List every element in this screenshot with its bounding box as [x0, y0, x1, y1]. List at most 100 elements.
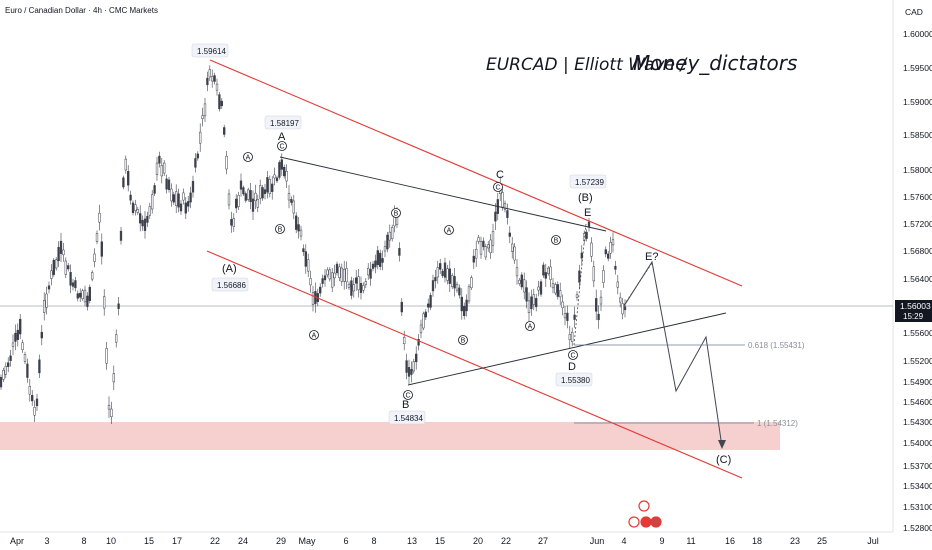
- candle-body: [424, 311, 427, 318]
- candle-body: [597, 313, 600, 321]
- candle-body: [455, 284, 459, 291]
- time-tick-label: 13: [407, 536, 417, 546]
- wave-label-a: A: [278, 131, 286, 143]
- candle-body: [136, 209, 139, 213]
- circled-wave-marker: [568, 350, 578, 360]
- candle-body: [525, 287, 528, 302]
- candle-body: [556, 284, 559, 297]
- price-label-paren-a-text: 1.56686: [217, 281, 246, 290]
- circled-wave-letter: C: [279, 144, 284, 151]
- circled-wave-marker: [243, 152, 253, 162]
- candle-body: [182, 192, 185, 201]
- price-tick-label: 1.54300: [903, 417, 932, 427]
- candle-body: [199, 131, 202, 144]
- candle-body: [271, 183, 274, 192]
- candle-body: [139, 213, 142, 224]
- candle-body: [345, 268, 348, 283]
- events-icons[interactable]: [628, 500, 662, 528]
- candle-body: [187, 201, 190, 207]
- dotted-line-d-e: [573, 223, 587, 346]
- circled-wave-letter: C: [405, 393, 410, 400]
- currency-label: CAD: [905, 7, 923, 17]
- circled-wave-marker: [403, 390, 413, 400]
- time-tick-label: 17: [172, 536, 182, 546]
- candle-body: [434, 277, 437, 282]
- candle-body: [479, 241, 483, 255]
- price-label-paren-a: 1.56686: [211, 277, 249, 292]
- candle-body: [379, 252, 382, 267]
- candle-body: [515, 267, 519, 277]
- candle-body: [482, 240, 485, 248]
- candle-body: [295, 215, 298, 230]
- candle-body: [362, 285, 365, 291]
- candle-body: [81, 290, 84, 299]
- candle-body: [508, 232, 511, 237]
- circled-wave-letter: A: [447, 228, 452, 235]
- event-icon-1[interactable]: [628, 516, 640, 528]
- candle-body: [254, 192, 257, 202]
- circled-wave-letter: B: [554, 238, 559, 245]
- price-label-a: 1.58197: [264, 115, 302, 130]
- candle-body: [213, 75, 216, 82]
- countdown-text: 15:29: [903, 312, 924, 321]
- candle-body: [203, 103, 207, 117]
- candle-body: [321, 278, 324, 284]
- channel-upper-line: [209, 59, 743, 287]
- event-icon-2[interactable]: [640, 516, 652, 528]
- candle-body: [331, 272, 334, 288]
- time-tick-label: 9: [659, 536, 664, 546]
- candle-body: [52, 259, 55, 275]
- event-icon-top[interactable]: [638, 500, 650, 512]
- price-tick-label: 1.58500: [903, 130, 932, 140]
- candle-body: [367, 267, 370, 276]
- candle-body: [559, 290, 562, 298]
- wave-label-c: C: [496, 169, 504, 181]
- candle-body: [599, 296, 603, 305]
- candle-body: [403, 336, 406, 344]
- current-price-text: 1.56003: [900, 301, 931, 311]
- candle-body: [100, 241, 103, 257]
- price-tick-label: 1.56800: [903, 246, 932, 256]
- candle-body: [547, 267, 550, 274]
- candle-body: [146, 215, 149, 223]
- candle-body: [326, 269, 329, 276]
- price-tick-label: 1.52800: [903, 523, 932, 533]
- candle-body: [16, 329, 19, 340]
- candle-body: [177, 193, 180, 208]
- candle-body: [31, 395, 34, 402]
- candle-body: [290, 199, 293, 203]
- candle-body: [614, 266, 617, 270]
- candle-body: [302, 248, 305, 252]
- candle-body: [451, 275, 454, 287]
- price-label-d: 1.55380: [555, 372, 593, 387]
- candle-body: [460, 296, 463, 312]
- candle-body: [50, 270, 53, 279]
- candle-body: [263, 189, 267, 194]
- circled-wave-marker: [525, 321, 535, 331]
- candle-body: [35, 398, 39, 407]
- candle-body: [458, 287, 461, 296]
- price-tick-label: 1.56400: [903, 274, 932, 284]
- candle-body: [544, 272, 547, 279]
- price-tick-label: 1.57600: [903, 192, 932, 202]
- candle-body: [273, 174, 276, 179]
- event-icon-3[interactable]: [650, 516, 662, 528]
- candle-body: [196, 153, 199, 159]
- candle-body: [105, 348, 108, 364]
- time-tick-label: 29: [276, 536, 286, 546]
- candle-body: [328, 269, 331, 280]
- candle-body: [472, 255, 475, 263]
- candle-body: [232, 218, 235, 227]
- candle-body: [261, 187, 264, 199]
- candle-body: [587, 221, 591, 228]
- candle-body: [431, 280, 435, 292]
- candle-body: [95, 233, 99, 242]
- candle-body: [218, 94, 221, 110]
- triangle-lower-line: [407, 312, 727, 386]
- candle-body: [9, 355, 12, 361]
- candle-body: [539, 281, 543, 295]
- candle-body: [453, 276, 456, 289]
- candle-body: [83, 289, 87, 303]
- price-label-c-e: 1.57239: [569, 174, 607, 189]
